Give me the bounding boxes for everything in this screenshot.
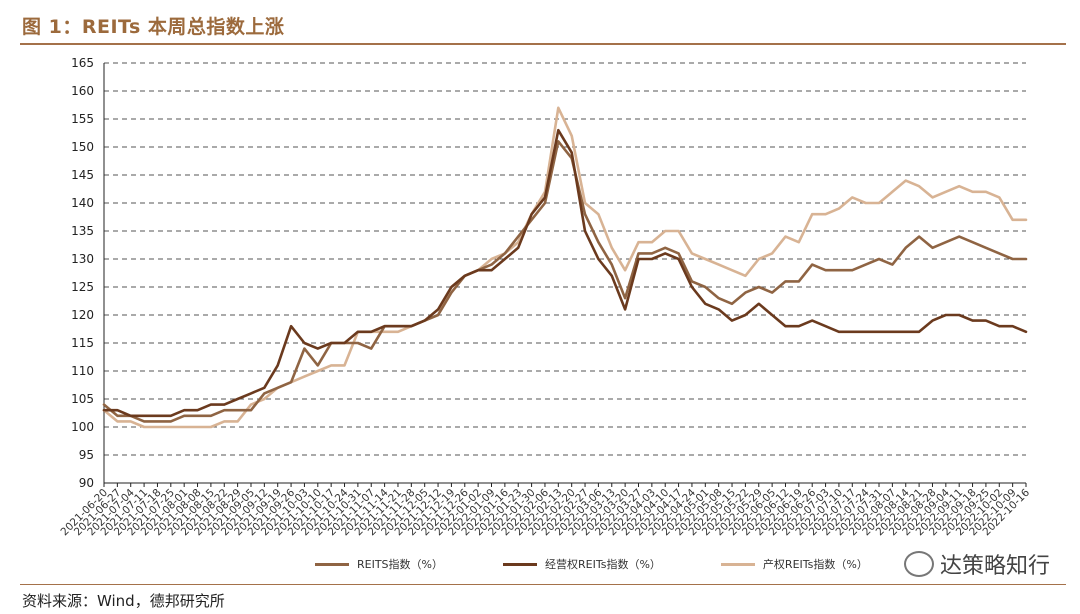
series-line-operating [102, 128, 1028, 418]
y-tick-label: 125 [71, 280, 94, 294]
legend-swatch-operating [503, 562, 537, 566]
legend-label-reits: REITS指数（%） [357, 558, 443, 571]
legend-item-reits: REITS指数（%） [315, 556, 443, 572]
y-tick-label: 160 [71, 84, 94, 98]
y-tick-label: 130 [71, 252, 94, 266]
legend-label-property: 产权REITs指数（%） [762, 558, 868, 571]
y-tick-label: 165 [71, 56, 94, 70]
y-tick-label: 90 [79, 476, 94, 490]
y-tick-label: 150 [71, 140, 94, 154]
y-axis: 90 95 100 105 110 115 120 125 130 135 140 145 150 155… [71, 56, 105, 490]
wechat-icon [903, 551, 934, 577]
legend-swatch-property [720, 562, 755, 566]
series-line-property [102, 106, 1028, 429]
title-divider [20, 43, 1066, 45]
legend: REITS指数（%） 经营权REITs指数（%） 产权REITs指数（%） [315, 556, 868, 572]
y-tick-label: 100 [71, 420, 94, 434]
x-axis: 2021-06-202021-06-272021-07-042021-07-11… [58, 482, 1032, 538]
series-line-reits [102, 140, 1028, 423]
y-tick-label: 140 [71, 196, 94, 210]
source-note: 资料来源：Wind，德邦研究所 [22, 592, 225, 610]
footer-divider [20, 584, 1066, 585]
series-lines [102, 106, 1028, 429]
y-tick-label: 145 [71, 168, 94, 182]
y-tick-label: 105 [71, 392, 94, 406]
legend-item-property: 产权REITs指数（%） [720, 556, 868, 572]
y-tick-label: 115 [71, 336, 94, 350]
page-title: 图 1：REITs 本周总指数上涨 [22, 16, 285, 38]
legend-swatch-reits [315, 562, 349, 566]
legend-item-operating: 经营权REITs指数（%） [503, 556, 661, 572]
line-chart: 90 95 100 105 110 115 120 125 130 135 140 145 150 155… [58, 56, 1032, 538]
y-tick-label: 95 [79, 448, 94, 462]
y-tick-label: 135 [71, 224, 94, 238]
y-tick-label: 155 [71, 112, 94, 126]
y-tick-label: 110 [71, 364, 94, 378]
watermark: 达策略知行 [903, 548, 1050, 580]
legend-label-operating: 经营权REITs指数（%） [545, 558, 661, 571]
y-tick-label: 120 [71, 308, 94, 322]
watermark-text: 达策略知行 [939, 554, 1050, 579]
